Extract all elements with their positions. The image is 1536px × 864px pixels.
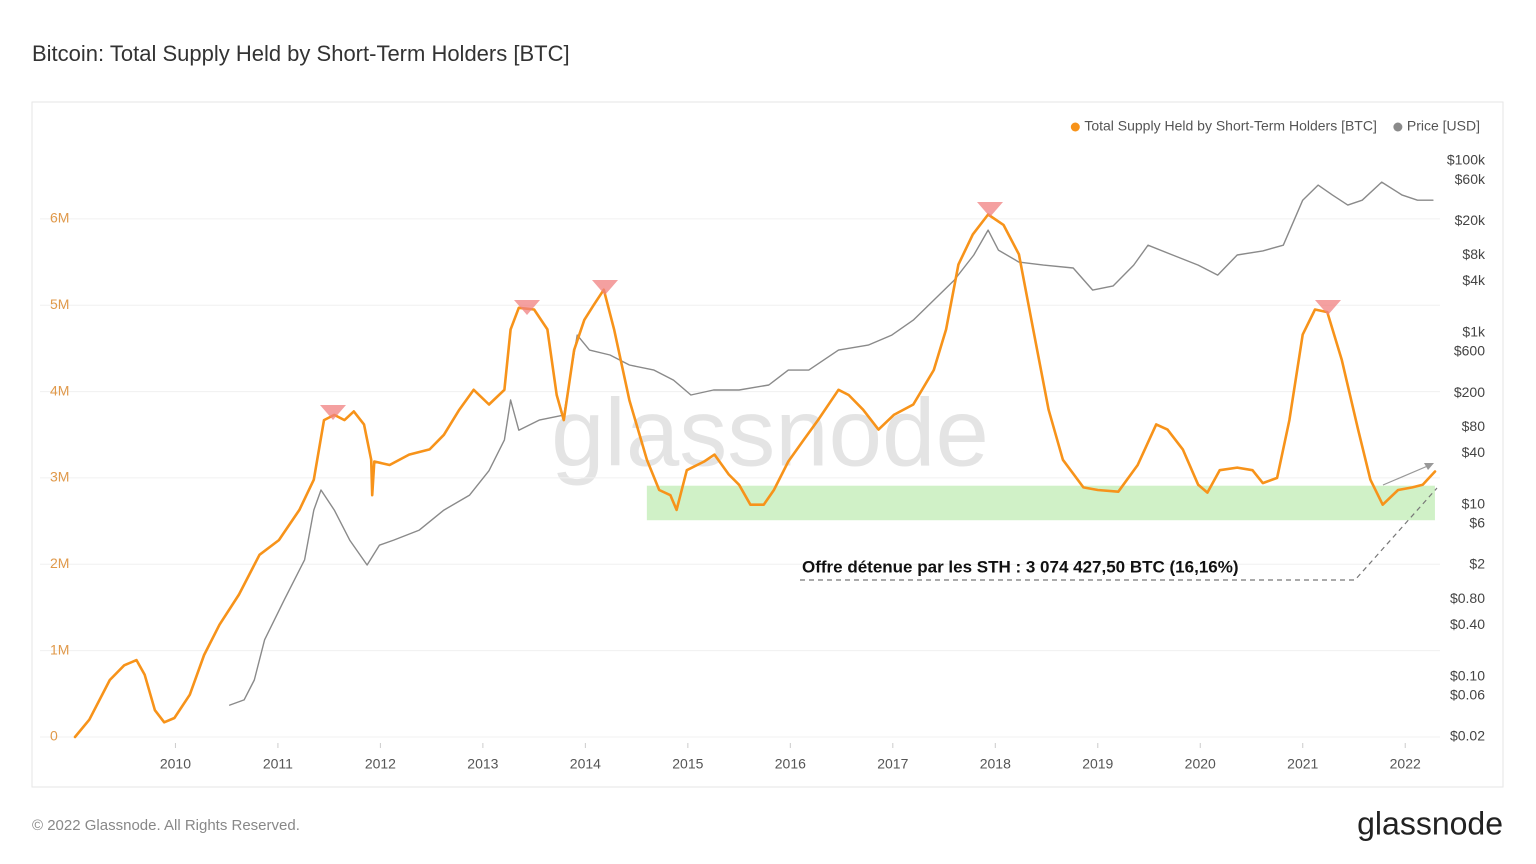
- peak-marker: [1315, 300, 1341, 315]
- x-tick-label: 2016: [775, 756, 806, 772]
- y2-tick-label: $100k: [1447, 152, 1486, 168]
- y2-tick-label: $4k: [1462, 272, 1486, 288]
- y2-tick-label: $600: [1454, 343, 1485, 359]
- x-tick-label: 2012: [365, 756, 396, 772]
- x-tick-label: 2014: [570, 756, 601, 772]
- peak-marker: [592, 280, 618, 295]
- x-tick-label: 2017: [877, 756, 908, 772]
- plot-area: 0 1M 2M 3M 4M 5M 6M $100k $60k $20k $8k $4k $1k $600 $…: [40, 152, 1486, 772]
- legend: Price [USD] Total Supply Held by Short-Te…: [1070, 118, 1480, 134]
- peak-marker: [977, 202, 1003, 217]
- footer: © 2022 Glassnode. All Rights Reserved.: [32, 817, 300, 834]
- y2-tick-label: $0.40: [1450, 616, 1485, 632]
- x-tick-label: 2021: [1287, 756, 1318, 772]
- y-tick-label: 6M: [50, 210, 69, 226]
- y2-tick-label: $1k: [1462, 324, 1486, 340]
- x-tick-label: 2018: [980, 756, 1011, 772]
- x-tick-label: 2020: [1185, 756, 1216, 772]
- peak-marker: [514, 300, 540, 315]
- y2-tick-label: $0.80: [1450, 590, 1485, 606]
- y2-tick-label: $8k: [1462, 246, 1486, 262]
- watermark: glassnode: [551, 379, 989, 486]
- legend-label: Total Supply Held by Short-Term Holders …: [1084, 118, 1377, 134]
- legend-swatch: [1393, 122, 1403, 132]
- y2-tick-label: $2: [1469, 556, 1485, 572]
- y2-tick-label: $80: [1462, 418, 1486, 434]
- x-tick-label: 2013: [467, 756, 498, 772]
- y2-tick-label: $10: [1462, 496, 1486, 512]
- y2-tick-label: $0.06: [1450, 687, 1485, 703]
- y2-tick-label: $60k: [1455, 171, 1486, 187]
- trend-arrow: [1382, 464, 1431, 486]
- peak-marker: [320, 405, 346, 420]
- highlight-band: [646, 485, 1435, 521]
- logo: glassnode: [1357, 805, 1503, 841]
- y2-tick-label: $0.02: [1450, 728, 1485, 744]
- peak-markers: [320, 202, 1341, 420]
- y2-tick-label: $40: [1462, 444, 1486, 460]
- annotation-leader: [800, 487, 1438, 581]
- x-tick-label: 2010: [160, 756, 191, 772]
- series-line: [229, 181, 1434, 706]
- legend-swatch: [1070, 122, 1080, 132]
- x-tick-label: 2022: [1390, 756, 1421, 772]
- x-tick-label: 2011: [263, 756, 293, 772]
- legend-label: Price [USD]: [1407, 118, 1480, 134]
- y-tick-label: 3M: [50, 469, 69, 485]
- x-tick-label: 2019: [1082, 756, 1113, 772]
- y2-tick-label: $0.10: [1450, 668, 1485, 684]
- y-tick-label: 0: [50, 728, 58, 744]
- annotation: Offre détenue par les STH : 3 074 427,50…: [802, 557, 1239, 576]
- chart-panel: [31, 101, 1504, 788]
- y2-tick-label: $200: [1454, 384, 1485, 400]
- y2-tick-label: $20k: [1455, 212, 1486, 228]
- y-tick-label: 5M: [50, 296, 69, 312]
- series-line: [73, 213, 1437, 739]
- chart-title: Bitcoin: Total Supply Held by Short-Term…: [32, 41, 570, 66]
- y-tick-label: 4M: [50, 382, 69, 398]
- y-tick-label: 2M: [50, 555, 69, 571]
- trend-arrow-head: [1424, 463, 1434, 470]
- x-tick-label: 2015: [672, 756, 703, 772]
- y-tick-label: 1M: [50, 641, 69, 657]
- y2-tick-label: $6: [1469, 515, 1485, 531]
